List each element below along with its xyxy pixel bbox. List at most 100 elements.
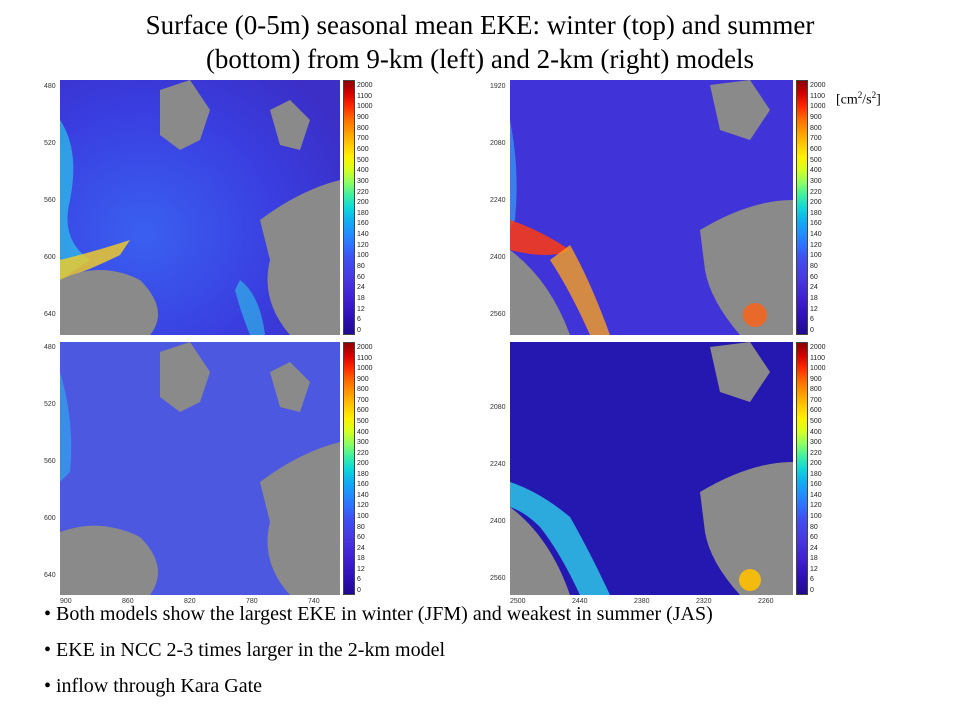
axis-tick-label: 520 (44, 401, 56, 408)
axis-tick-label: 640 (44, 572, 56, 579)
colorbar-tick-label: 24 (810, 284, 818, 292)
bullet-list: • Both models show the largest EKE in wi… (44, 596, 713, 704)
colorbar-tick-label: 60 (810, 534, 818, 542)
colorbar-tick-label: 60 (810, 273, 818, 281)
colorbar-tick-label: 24 (357, 544, 365, 552)
colorbar-tick-label: 1100 (357, 354, 373, 362)
axis-tick-label: 2260 (758, 598, 774, 605)
axis-tick-label: 900 (60, 598, 72, 605)
colorbar-tick-label: 1000 (357, 365, 373, 373)
colorbar-gradient (343, 80, 355, 335)
axis-tick-label: 1920 (490, 83, 506, 90)
colorbar-tick-label: 200 (810, 199, 822, 207)
colorbar-tick-label: 800 (810, 386, 822, 394)
colorbar-tick-label: 120 (810, 241, 822, 249)
colorbar-tick-label: 400 (357, 167, 369, 175)
colorbar-tick-label: 700 (810, 135, 822, 143)
colorbar-tick-label: 220 (810, 188, 822, 196)
map-summer-9km (60, 342, 340, 595)
axis-tick-label: 2080 (490, 140, 506, 147)
colorbar-tick-label: 80 (357, 523, 365, 531)
colorbar-tick-label: 500 (357, 156, 369, 164)
colorbar-tick-label: 1100 (357, 92, 373, 100)
axis-tick-label: 780 (246, 598, 258, 605)
colorbar-tick-label: 0 (357, 327, 361, 334)
colorbar-tick-label: 160 (357, 220, 369, 228)
colorbar-tick-label: 80 (810, 263, 818, 271)
colorbar-tick-label: 24 (357, 284, 365, 292)
slide-title: Surface (0-5m) seasonal mean EKE: winter… (0, 8, 960, 76)
axis-tick-label: 2500 (510, 598, 526, 605)
colorbar-tick-label: 24 (810, 544, 818, 552)
title-line-2: (bottom) from 9-km (left) and 2-km (righ… (205, 44, 755, 74)
colorbar-tick-label: 12 (357, 565, 365, 573)
colorbar-tick-label: 100 (810, 252, 822, 260)
colorbar-tick-label: 700 (357, 396, 369, 404)
colorbar-tick-label: 1000 (810, 103, 826, 111)
colorbar-tick-label: 800 (357, 386, 369, 394)
colorbar-tick-label: 180 (357, 470, 369, 478)
colorbar-tick-label: 2000 (810, 82, 826, 89)
axis-tick-label: 600 (44, 254, 56, 261)
colorbar-tick-label: 0 (357, 587, 361, 594)
colorbar-gradient (796, 80, 808, 335)
colorbar-tick-label: 2000 (357, 344, 373, 351)
colorbar-tick-label: 120 (810, 502, 822, 510)
colorbar-tick-label: 500 (810, 417, 822, 425)
colorbar-tick-label: 6 (810, 576, 814, 584)
colorbar-tick-label: 500 (357, 417, 369, 425)
axis-tick-label: 2320 (696, 598, 712, 605)
colorbar-3: 2000 1100 1000 900 800 700 600 500 400 300 220 200 1… (343, 342, 383, 595)
colorbar-tick-label: 180 (357, 209, 369, 217)
colorbar-tick-label: 160 (357, 481, 369, 489)
axis-tick-label: 2560 (490, 575, 506, 582)
colorbar-tick-label: 80 (357, 263, 365, 271)
axis-tick-label: 2560 (490, 311, 506, 318)
colorbar-tick-label: 300 (810, 177, 822, 185)
colorbar-tick-label: 800 (810, 124, 822, 132)
colorbar-4: 2000 1100 1000 900 800 700 600 500 400 300 220 200 1… (796, 342, 836, 595)
colorbar-tick-label: 500 (810, 156, 822, 164)
colorbar-tick-label: 60 (357, 273, 365, 281)
colorbar-tick-label: 600 (810, 407, 822, 415)
colorbar-tick-label: 140 (357, 231, 369, 239)
colorbar-tick-label: 6 (357, 316, 361, 324)
colorbar-tick-label: 18 (357, 555, 365, 563)
colorbar-tick-label: 100 (357, 513, 369, 521)
colorbar-tick-label: 200 (357, 460, 369, 468)
colorbar-tick-label: 120 (357, 241, 369, 249)
colorbar-tick-label: 160 (810, 481, 822, 489)
axis-tick-label: 740 (308, 598, 320, 605)
map-summer-2km (510, 342, 793, 595)
colorbar-tick-label: 180 (810, 209, 822, 217)
colorbar-tick-label: 1000 (810, 365, 826, 373)
axis-tick-label: 2240 (490, 197, 506, 204)
colorbar-tick-label: 300 (810, 439, 822, 447)
colorbar-tick-label: 18 (357, 295, 365, 303)
colorbar-tick-label: 12 (357, 305, 365, 313)
colorbar-tick-label: 900 (810, 113, 822, 121)
axis-tick-label: 860 (122, 598, 134, 605)
colorbar-tick-label: 400 (810, 428, 822, 436)
colorbar-tick-label: 12 (810, 565, 818, 573)
map-image (510, 80, 793, 335)
colorbar-gradient (796, 342, 808, 595)
axis-tick-label: 2240 (490, 461, 506, 468)
colorbar-tick-label: 600 (357, 145, 369, 153)
axis-tick-label: 520 (44, 140, 56, 147)
axis-tick-label: 2440 (572, 598, 588, 605)
colorbar-tick-label: 6 (810, 316, 814, 324)
colorbar-tick-label: 2000 (810, 344, 826, 351)
colorbar-tick-label: 900 (810, 375, 822, 383)
colorbar-tick-label: 800 (357, 124, 369, 132)
colorbar-tick-label: 12 (810, 305, 818, 313)
title-line-1: Surface (0-5m) seasonal mean EKE: winter… (145, 10, 815, 40)
colorbar-tick-label: 200 (357, 199, 369, 207)
colorbar-tick-label: 300 (357, 439, 369, 447)
axis-tick-label: 2080 (490, 404, 506, 411)
bullet-2: • EKE in NCC 2-3 times larger in the 2-k… (44, 639, 446, 661)
map-image (510, 342, 793, 595)
axis-tick-label: 2400 (490, 254, 506, 261)
colorbar-tick-label: 600 (810, 145, 822, 153)
bullet-3: • inflow through Kara Gate (44, 675, 263, 697)
